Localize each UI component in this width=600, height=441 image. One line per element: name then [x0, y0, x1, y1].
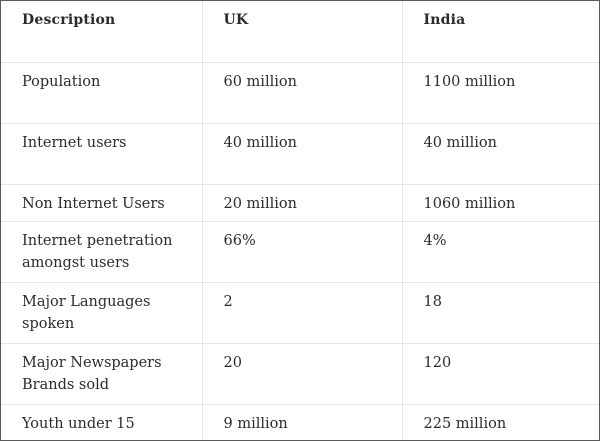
row-india-value: 40 million	[402, 123, 599, 185]
row-india-value: 225 million	[423, 415, 507, 432]
row-description: Non Internet Users	[1, 184, 203, 222]
table-row: Population 60 million 1100 million	[1, 62, 599, 124]
row-india-value: 18	[402, 282, 599, 344]
header-india: India	[402, 1, 599, 63]
row-description: Internet users	[1, 123, 203, 185]
table-row: Non Internet Users 20 million 1060 milli…	[1, 184, 599, 222]
row-uk-value: 66%	[202, 221, 403, 283]
row-description: Population	[1, 62, 203, 124]
row-india-value: 1060 million	[402, 184, 599, 222]
table-row: Youth under 15 9 million 225 million	[1, 404, 599, 440]
row-uk-value: 40 million	[202, 123, 403, 185]
row-description: Internet penetration amongst users	[1, 221, 203, 283]
row-uk-value: 20	[202, 343, 403, 405]
row-uk-value: 2	[202, 282, 403, 344]
row-india-value: 1100 million	[402, 62, 599, 124]
table-row: Internet penetration amongst users 66% 4…	[1, 221, 599, 283]
row-uk-value: 20 million	[202, 184, 403, 222]
row-uk-value: 9 million	[202, 404, 403, 440]
table-row: Internet users 40 million 40 million	[1, 123, 599, 185]
row-uk-value: 60 million	[202, 62, 403, 124]
row-india-value: 120	[402, 343, 599, 405]
header-uk: UK	[202, 1, 403, 63]
table-row: Major Languages spoken 2 18	[1, 282, 599, 344]
row-description: Major Languages spoken	[1, 282, 203, 344]
table-header-row: Description UK India	[1, 1, 599, 63]
row-description: Youth under 15	[1, 404, 203, 440]
table-row: Major Newspapers Brands sold 20 120	[1, 343, 599, 405]
header-description: Description	[1, 1, 203, 63]
row-india-value: 4%	[402, 221, 599, 283]
row-description: Major Newspapers Brands sold	[1, 343, 203, 405]
